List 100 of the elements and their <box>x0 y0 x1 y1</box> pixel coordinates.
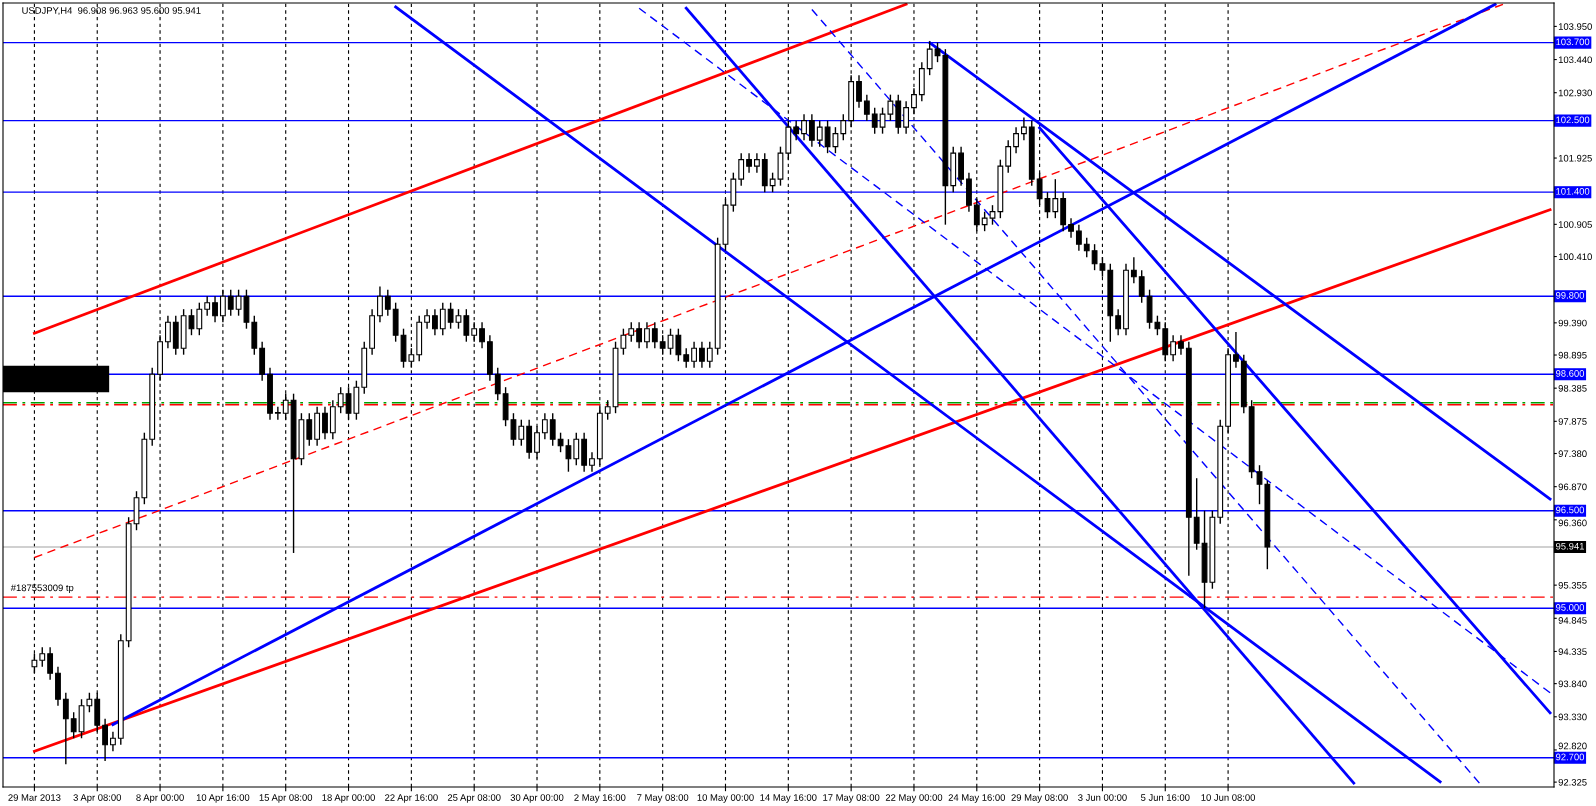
ref-line-label: 96.500 <box>1555 506 1585 514</box>
x-tick-label: 18 Apr 00:00 <box>322 794 375 803</box>
y-tick-label: 102.930 <box>1558 89 1592 97</box>
candlestick <box>808 113 815 148</box>
candlestick <box>322 406 328 440</box>
candlestick <box>746 152 752 174</box>
x-tick-label: 17 May 08:00 <box>823 794 880 803</box>
candlestick <box>699 340 705 369</box>
y-tick-label: 95.355 <box>1558 581 1587 589</box>
candlestick <box>691 340 697 369</box>
candlestick <box>651 321 658 349</box>
y-tick-label: 99.390 <box>1558 319 1587 327</box>
candlestick <box>212 295 218 323</box>
y-tick-label: 98.895 <box>1558 351 1587 359</box>
candlestick <box>39 646 46 668</box>
candlestick <box>871 106 878 135</box>
y-tick-label: 96.870 <box>1558 483 1587 491</box>
candlestick <box>306 412 313 447</box>
y-tick-label: 93.840 <box>1558 680 1587 688</box>
x-tick-label: 10 Apr 16:00 <box>196 794 250 803</box>
y-tick-label: 94.845 <box>1558 617 1587 624</box>
y-tick-label: 103.950 <box>1558 23 1592 30</box>
candlestick <box>1170 334 1177 362</box>
candlestick <box>753 152 760 174</box>
candlestick <box>110 731 116 752</box>
candlestick <box>1013 126 1019 154</box>
ref-line-label: 103.700 <box>1556 38 1590 46</box>
candlestick <box>70 711 77 739</box>
candlestick <box>738 152 745 187</box>
candlestick <box>1083 236 1090 258</box>
candlestick <box>494 367 501 401</box>
y-tick-label: 103.440 <box>1558 56 1592 64</box>
x-tick-label: 3 Jun 00:00 <box>1078 794 1127 801</box>
candlestick <box>1052 178 1059 219</box>
candlestick <box>165 314 171 349</box>
y-tick-label: 98.385 <box>1558 385 1587 392</box>
candlestick <box>432 308 438 336</box>
x-tick-label: 29 May 08:00 <box>1011 794 1068 803</box>
candlestick <box>439 301 446 336</box>
x-tick-label: 24 May 16:00 <box>948 794 1006 803</box>
candlestick <box>706 340 713 369</box>
candlestick <box>1005 139 1012 174</box>
candlestick <box>903 100 910 135</box>
y-tick-label: 101.925 <box>1558 154 1592 162</box>
candlestick <box>196 301 203 336</box>
candlestick <box>926 40 933 76</box>
candlestick <box>856 74 862 109</box>
candlestick <box>840 113 847 141</box>
x-tick-label: 22 May 00:00 <box>885 794 943 803</box>
candlestick <box>1021 116 1027 141</box>
candlestick <box>1233 331 1239 369</box>
candlestick <box>204 295 211 317</box>
ref-line-label: 102.500 <box>1556 116 1590 124</box>
candlestick <box>337 386 344 414</box>
candlestick <box>1130 256 1137 284</box>
ref-line-label: 101.400 <box>1556 188 1590 195</box>
x-tick-label: 10 May 00:00 <box>697 794 754 803</box>
y-tick-label: 93.330 <box>1558 713 1587 721</box>
ref-line-label: 92.700 <box>1555 753 1585 761</box>
candlestick <box>518 419 525 447</box>
y-tick-label: 92.820 <box>1558 742 1587 750</box>
candlestick <box>463 308 470 343</box>
x-tick-label: 22 Apr 16:00 <box>385 794 438 803</box>
candlestick <box>793 119 800 141</box>
candlestick <box>604 399 611 421</box>
chart-title: USDJPY,H4 96.908 96.963 95.600 95.941 <box>22 7 201 15</box>
candlestick <box>227 288 234 317</box>
candlestick <box>384 288 391 317</box>
x-tick-label: 2 May 16:00 <box>574 794 626 803</box>
y-tick-label: 94.335 <box>1558 648 1587 655</box>
ref-line-label: 98.600 <box>1555 370 1585 377</box>
x-tick-label: 7 May 08:00 <box>637 794 689 803</box>
candlestick <box>219 288 226 323</box>
candlestick <box>1138 269 1145 304</box>
candlestick <box>628 321 635 343</box>
candlestick <box>274 406 281 421</box>
ref-line-label: 95.941 <box>1555 542 1584 550</box>
candlestick <box>683 347 690 369</box>
x-tick-label: 15 Apr 08:00 <box>259 794 313 803</box>
x-tick-label: 10 Jun 08:00 <box>1201 794 1256 801</box>
candlestick <box>541 412 548 440</box>
y-tick-label: 96.360 <box>1558 519 1587 527</box>
candlestick <box>1068 217 1074 239</box>
y-tick-label: 97.380 <box>1558 450 1587 458</box>
ref-line-label: 95.000 <box>1555 604 1585 611</box>
x-tick-label: 29 Mar 2013 <box>8 794 61 801</box>
ref-line-label: #187553009 tp <box>10 584 74 594</box>
candlestick <box>863 93 870 122</box>
x-tick-label: 3 Apr 08:00 <box>73 794 122 803</box>
y-tick-label: 97.875 <box>1558 418 1587 425</box>
candlestick <box>377 285 383 323</box>
y-tick-label: 92.325 <box>1558 778 1587 786</box>
candlestick <box>816 119 823 148</box>
candlestick <box>549 412 556 447</box>
candlestick <box>801 113 807 141</box>
candlestick <box>1115 308 1122 336</box>
candlestick <box>589 451 595 473</box>
candlestick <box>479 321 485 349</box>
candlestick <box>47 646 54 681</box>
candlestick <box>1178 334 1184 356</box>
